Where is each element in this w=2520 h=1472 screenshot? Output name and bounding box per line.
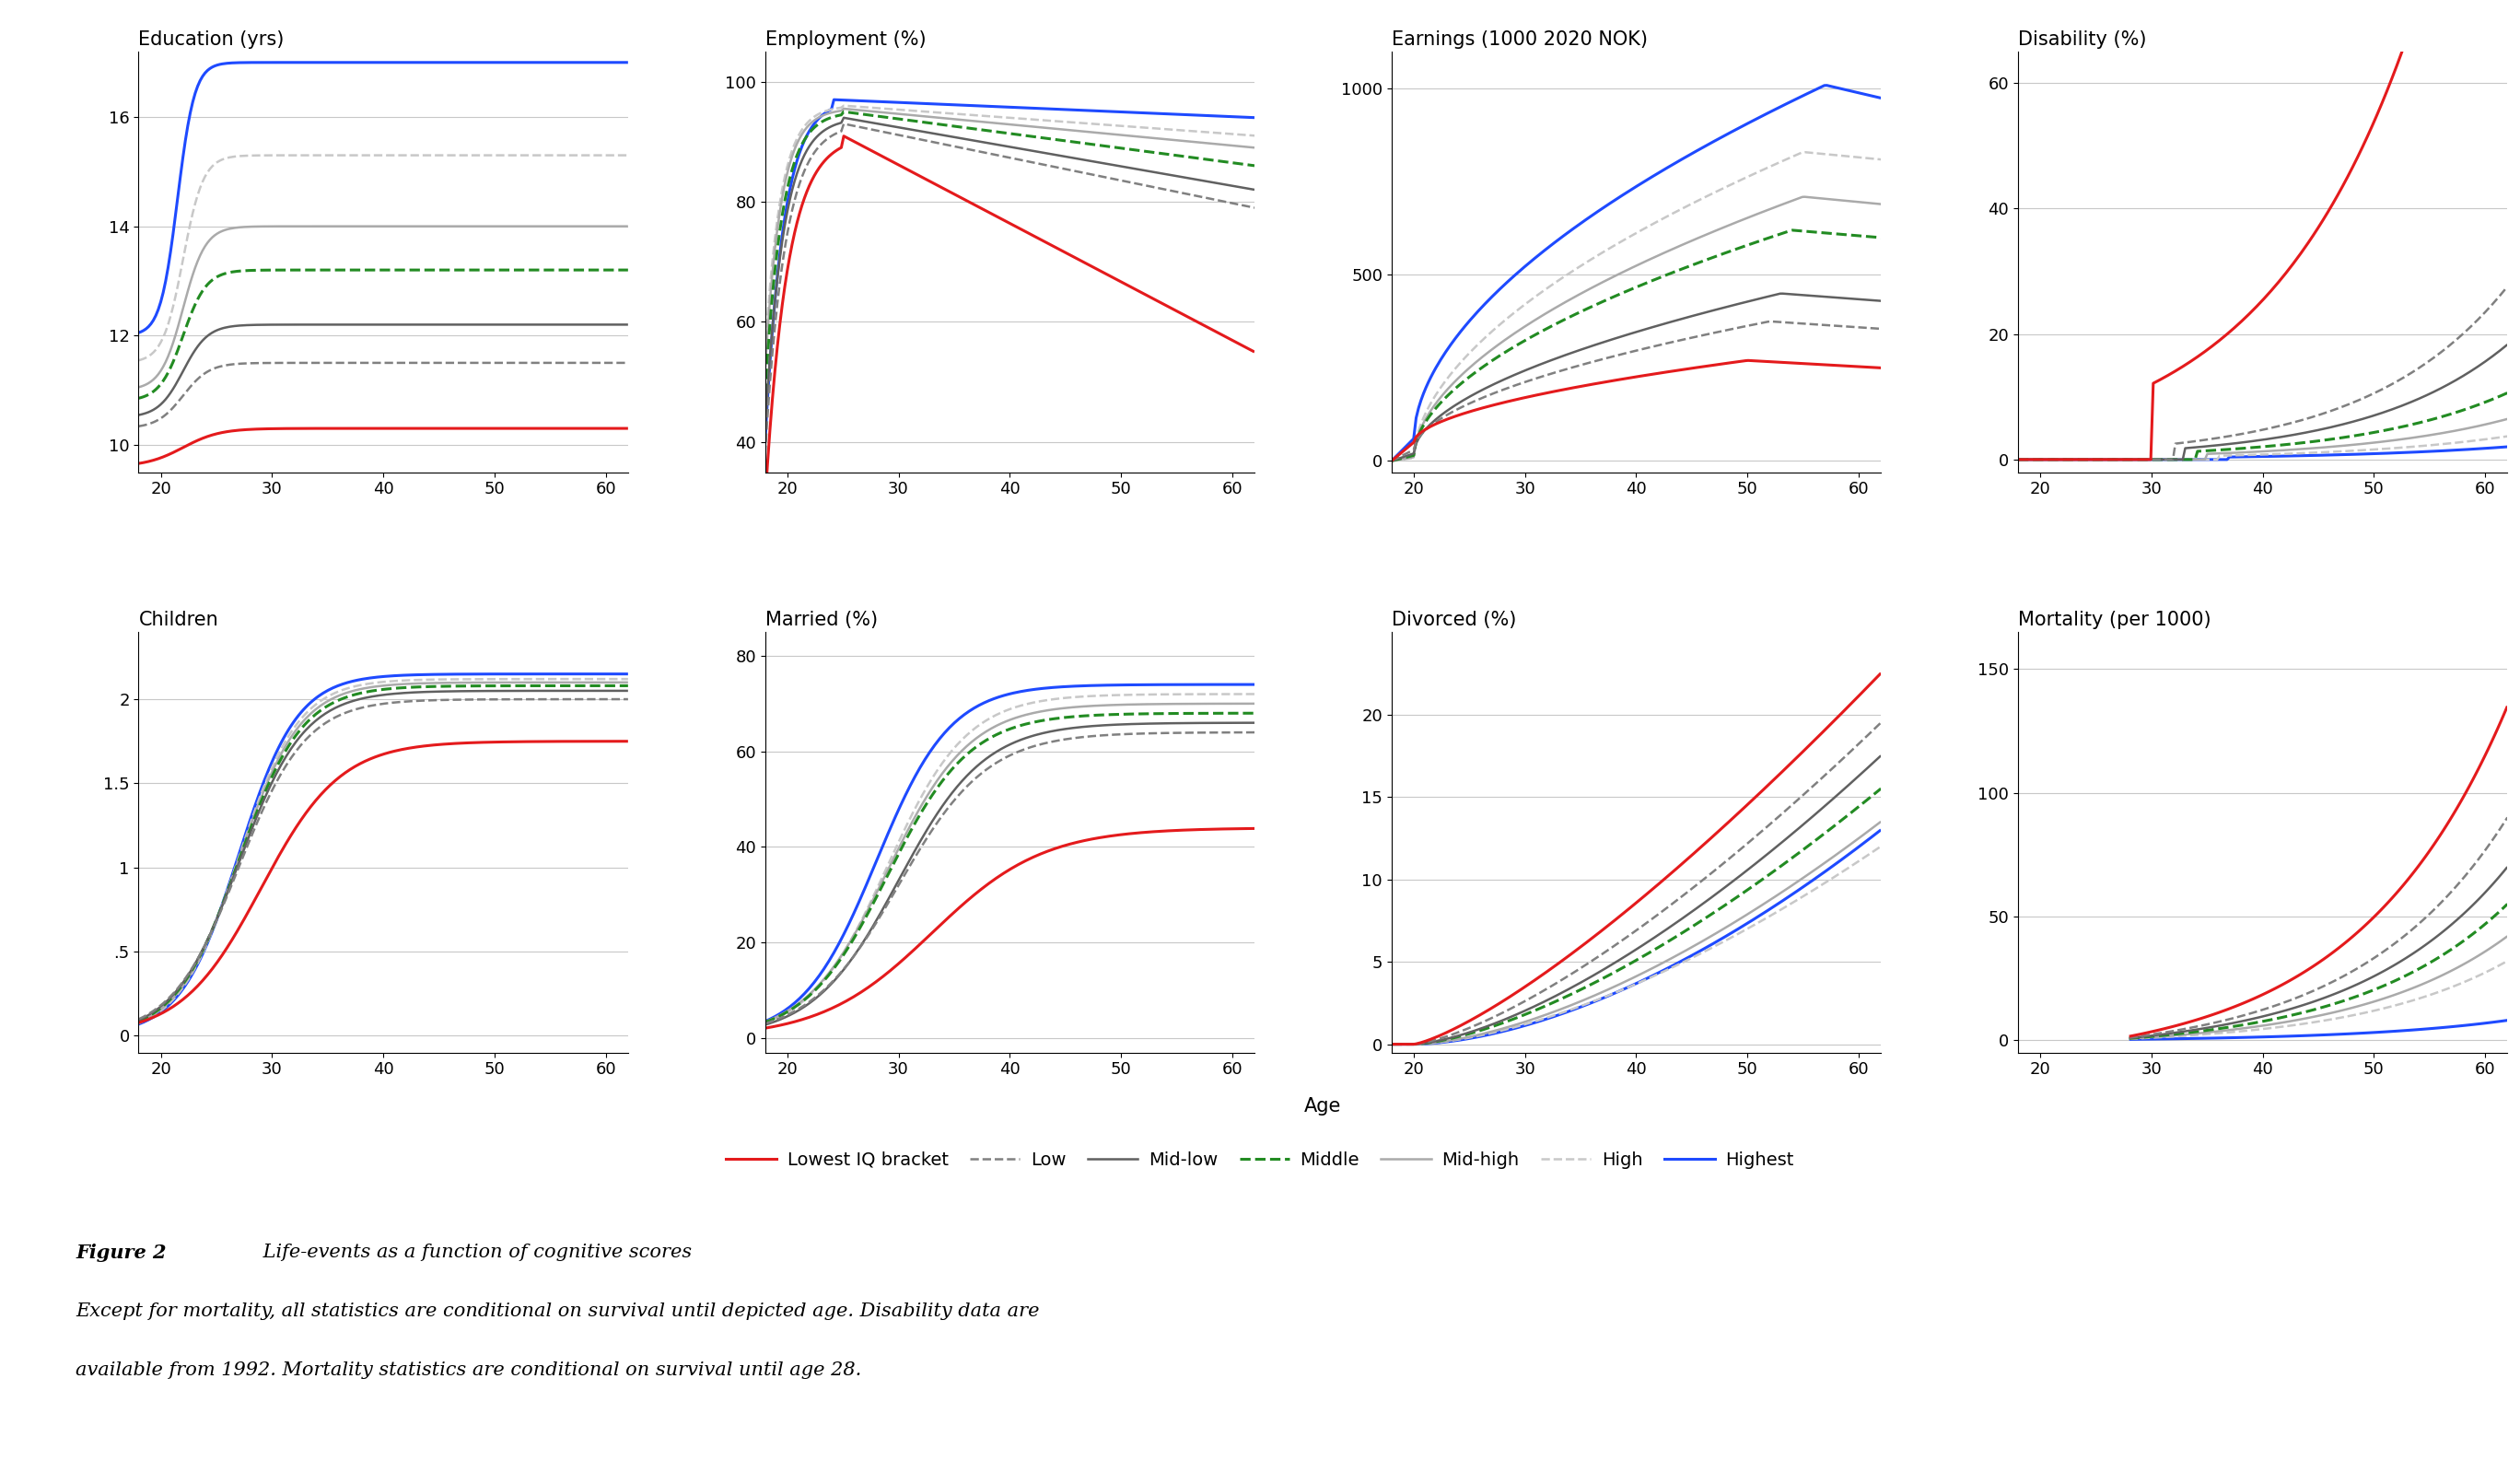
- Text: Married (%): Married (%): [766, 611, 877, 629]
- Text: Earnings (1000 2020 NOK): Earnings (1000 2020 NOK): [1391, 31, 1648, 49]
- Text: Mortality (per 1000): Mortality (per 1000): [2019, 611, 2210, 629]
- Legend: Lowest IQ bracket, Low, Mid-low, Middle, Mid-high, High, Highest: Lowest IQ bracket, Low, Mid-low, Middle,…: [718, 1144, 1802, 1176]
- Text: Figure 2: Figure 2: [76, 1244, 166, 1263]
- Text: Employment (%): Employment (%): [766, 31, 925, 49]
- Text: Except for mortality, all statistics are conditional on survival until depicted : Except for mortality, all statistics are…: [76, 1303, 1038, 1320]
- Text: Life-events as a function of cognitive scores: Life-events as a function of cognitive s…: [257, 1244, 693, 1262]
- Text: available from 1992. Mortality statistics are conditional on survival until age : available from 1992. Mortality statistic…: [76, 1362, 862, 1379]
- Text: Education (yrs): Education (yrs): [139, 31, 285, 49]
- Text: Disability (%): Disability (%): [2019, 31, 2147, 49]
- Text: Children: Children: [139, 611, 219, 629]
- Text: Age: Age: [1305, 1097, 1341, 1116]
- Text: Divorced (%): Divorced (%): [1391, 611, 1517, 629]
